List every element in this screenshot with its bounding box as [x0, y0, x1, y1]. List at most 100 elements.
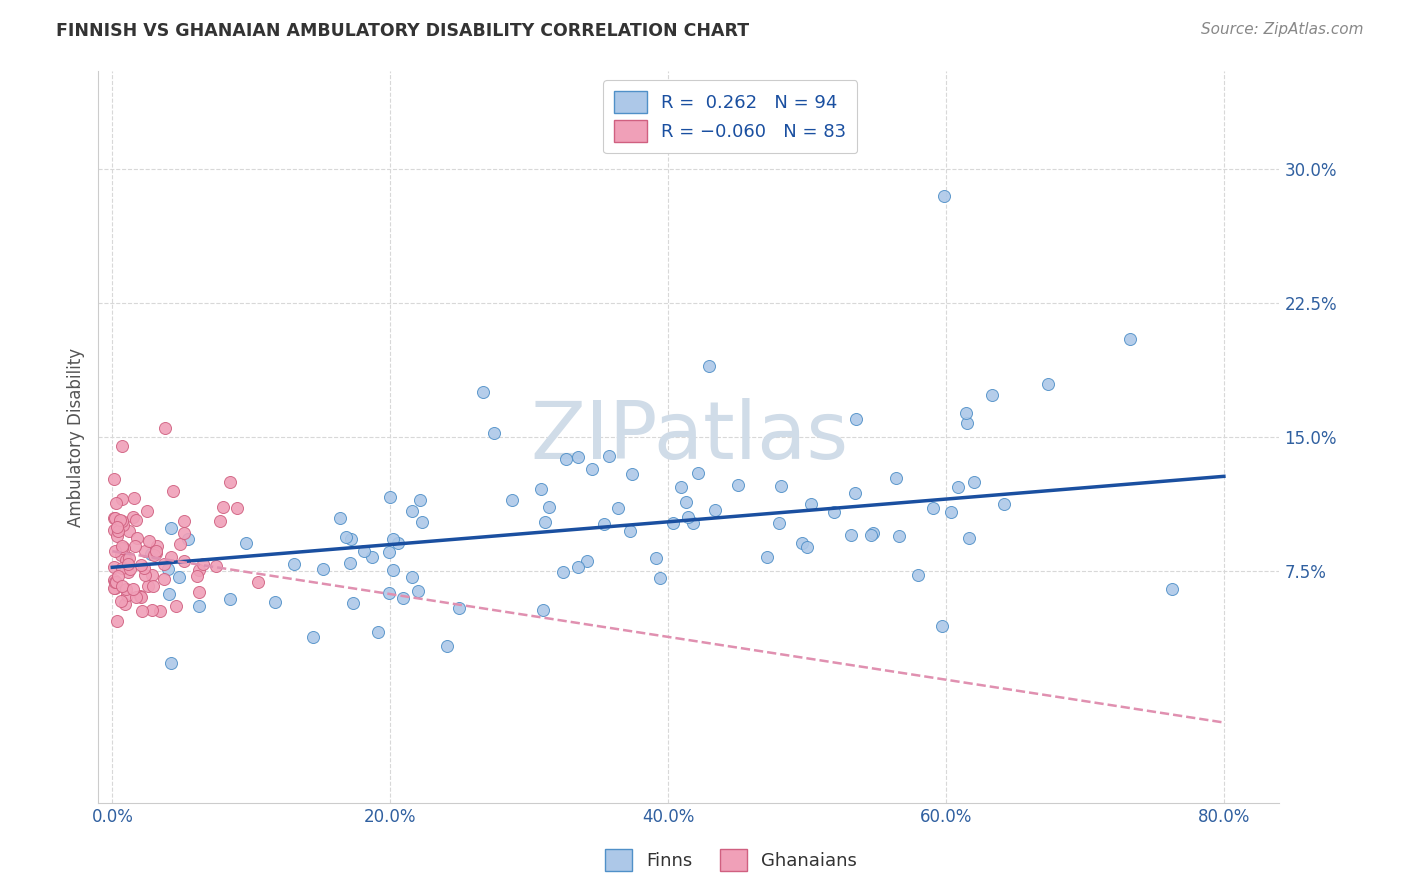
- Point: [799, 497, 821, 511]
- Point: [576, 554, 599, 568]
- Point: [111, 515, 134, 529]
- Point: [862, 526, 884, 541]
- Point: [111, 561, 134, 575]
- Point: [118, 551, 141, 566]
- Point: [186, 569, 208, 583]
- Point: [104, 575, 127, 590]
- Point: [209, 514, 232, 528]
- Point: [844, 486, 866, 500]
- Point: [115, 582, 138, 596]
- Point: [329, 510, 352, 524]
- Point: [312, 562, 335, 576]
- Point: [169, 537, 191, 551]
- Point: [823, 505, 845, 519]
- Point: [111, 517, 134, 532]
- Point: [697, 359, 720, 373]
- Point: [141, 603, 163, 617]
- Point: [226, 501, 249, 516]
- Point: [796, 541, 818, 555]
- Point: [340, 532, 363, 546]
- Point: [111, 539, 134, 553]
- Point: [792, 536, 814, 550]
- Point: [104, 581, 127, 595]
- Point: [103, 560, 125, 574]
- Text: ZIPatlas: ZIPatlas: [530, 398, 848, 476]
- Point: [153, 558, 176, 572]
- Point: [682, 516, 704, 530]
- Point: [160, 656, 183, 670]
- Point: [1119, 332, 1142, 346]
- Point: [378, 490, 401, 504]
- Point: [946, 480, 969, 494]
- Point: [105, 614, 128, 628]
- Point: [247, 575, 270, 590]
- Point: [114, 553, 136, 567]
- Legend: Finns, Ghanaians: Finns, Ghanaians: [598, 842, 865, 879]
- Point: [387, 536, 409, 550]
- Point: [676, 509, 699, 524]
- Point: [145, 546, 167, 560]
- Point: [173, 514, 195, 528]
- Point: [219, 591, 242, 606]
- Point: [111, 439, 134, 453]
- Point: [401, 570, 423, 584]
- Point: [142, 579, 165, 593]
- Point: [447, 601, 470, 615]
- Point: [129, 590, 152, 604]
- Point: [567, 450, 589, 464]
- Point: [104, 544, 127, 558]
- Point: [125, 531, 148, 545]
- Point: [860, 528, 883, 542]
- Point: [581, 461, 603, 475]
- Point: [142, 548, 165, 562]
- Point: [135, 504, 157, 518]
- Point: [531, 603, 554, 617]
- Point: [145, 544, 167, 558]
- Point: [484, 425, 506, 440]
- Point: [703, 502, 725, 516]
- Point: [411, 515, 433, 529]
- Point: [648, 571, 671, 585]
- Point: [188, 564, 211, 578]
- Point: [661, 516, 683, 530]
- Point: [122, 582, 145, 596]
- Point: [534, 515, 557, 529]
- Point: [401, 504, 423, 518]
- Point: [157, 562, 180, 576]
- Point: [839, 527, 862, 541]
- Point: [212, 500, 235, 514]
- Point: [922, 500, 945, 515]
- Point: [283, 557, 305, 571]
- Point: [768, 516, 790, 531]
- Text: FINNISH VS GHANAIAN AMBULATORY DISABILITY CORRELATION CHART: FINNISH VS GHANAIAN AMBULATORY DISABILIT…: [56, 22, 749, 40]
- Point: [378, 586, 401, 600]
- Point: [165, 599, 187, 613]
- Point: [941, 505, 963, 519]
- Point: [110, 594, 132, 608]
- Point: [963, 475, 986, 489]
- Point: [218, 475, 240, 489]
- Point: [436, 639, 458, 653]
- Point: [152, 572, 174, 586]
- Point: [129, 589, 152, 603]
- Legend: R =  0.262   N = 94, R = −0.060   N = 83: R = 0.262 N = 94, R = −0.060 N = 83: [603, 80, 858, 153]
- Point: [264, 595, 287, 609]
- Point: [160, 521, 183, 535]
- Point: [567, 559, 589, 574]
- Point: [669, 480, 692, 494]
- Point: [136, 579, 159, 593]
- Point: [934, 189, 956, 203]
- Point: [592, 517, 614, 532]
- Point: [104, 574, 127, 589]
- Point: [134, 568, 156, 582]
- Point: [537, 500, 560, 515]
- Point: [117, 524, 139, 538]
- Point: [993, 497, 1015, 511]
- Point: [153, 421, 176, 435]
- Point: [235, 536, 257, 550]
- Point: [621, 467, 644, 481]
- Point: [551, 566, 574, 580]
- Point: [107, 524, 129, 538]
- Point: [409, 493, 432, 508]
- Point: [769, 479, 792, 493]
